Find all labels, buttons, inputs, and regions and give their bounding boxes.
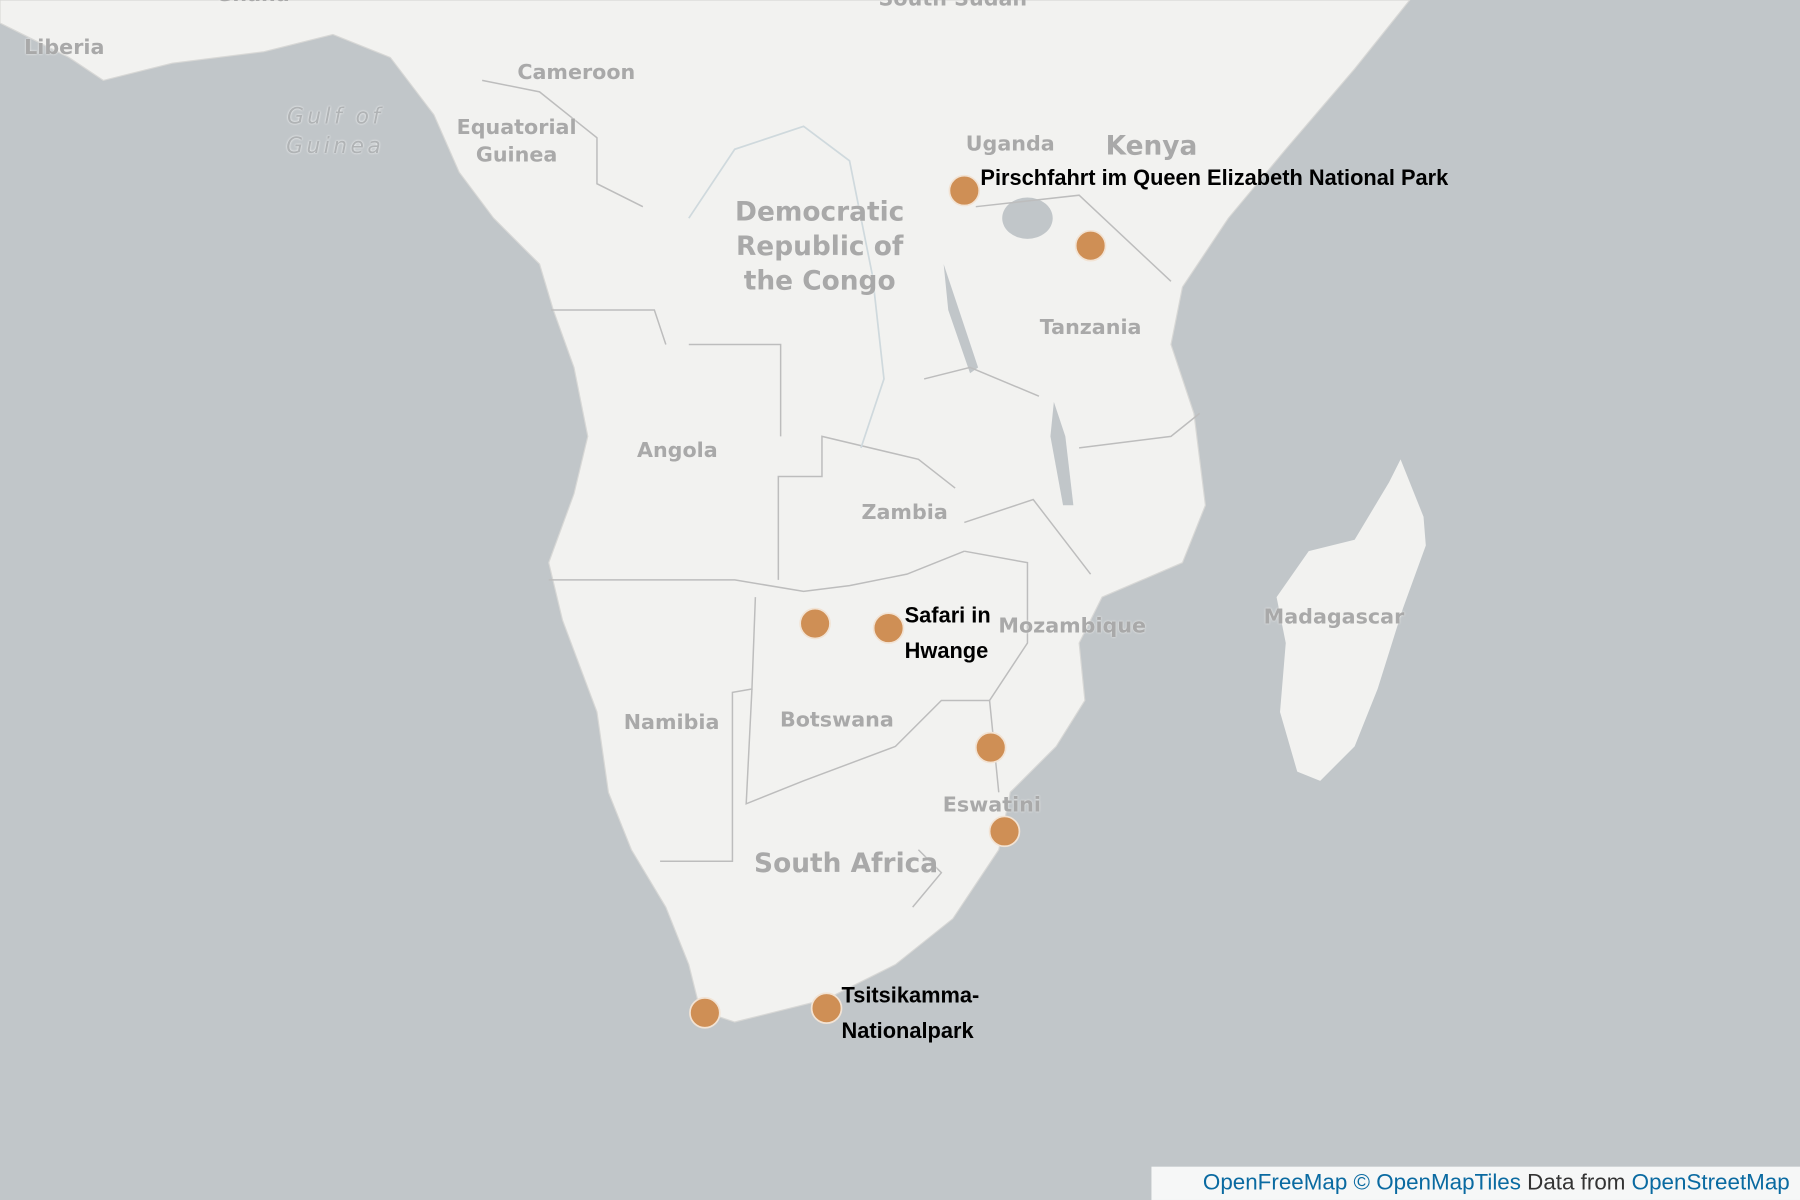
marker[interactable] xyxy=(810,992,843,1024)
place-label: Namibia xyxy=(623,710,720,735)
border xyxy=(548,550,965,593)
place-label: Uganda xyxy=(965,131,1055,156)
place-label: Cameroon xyxy=(517,60,636,85)
attribution-link[interactable]: OpenFreeMap xyxy=(1202,1170,1348,1196)
markers xyxy=(689,174,1107,1029)
border xyxy=(1079,412,1201,449)
land xyxy=(0,0,1411,1023)
river xyxy=(688,125,885,449)
border xyxy=(912,849,943,908)
border xyxy=(964,550,1029,793)
land-madagascar xyxy=(1276,459,1426,781)
place-label: South Sudan xyxy=(879,0,1028,14)
place-label: Eswatini xyxy=(942,793,1041,818)
border xyxy=(777,435,956,580)
border xyxy=(688,343,782,437)
place-label: Liberia xyxy=(24,35,105,60)
marker-label[interactable]: Pirschfahrt im Queen Elizabeth National … xyxy=(980,166,1449,191)
border xyxy=(745,688,990,805)
border xyxy=(551,309,667,345)
attribution-link[interactable]: OpenStreetMap xyxy=(1631,1170,1790,1196)
marker[interactable] xyxy=(689,997,721,1029)
marker[interactable] xyxy=(974,731,1007,764)
place-label: Kenya xyxy=(1105,131,1198,162)
borders xyxy=(482,79,1201,908)
place-label: Madagascar xyxy=(1263,604,1405,630)
place-label: Equatorial Guinea xyxy=(456,115,577,168)
border xyxy=(660,597,757,862)
place-label: Mozambique xyxy=(998,614,1147,639)
place-label: South Africa xyxy=(754,849,939,879)
lake xyxy=(1050,401,1074,506)
place-label: Democratic Republic of the Congo xyxy=(735,197,905,297)
marker[interactable] xyxy=(1074,229,1107,262)
marker-label[interactable]: Tsitsikamma-Nationalpark xyxy=(841,984,980,1044)
marker[interactable] xyxy=(988,815,1021,848)
place-label: Botswana xyxy=(779,708,894,733)
border xyxy=(975,194,1172,282)
marker[interactable] xyxy=(948,174,981,207)
border xyxy=(482,79,644,208)
lake xyxy=(943,264,979,374)
place-label: Tanzania xyxy=(1039,315,1142,340)
border xyxy=(923,366,1040,397)
place-label: Ghana xyxy=(215,0,289,9)
place-label: Gulf of Guinea xyxy=(286,103,385,159)
marker-label[interactable]: Safari in Hwange xyxy=(904,604,991,664)
attribution-link[interactable]: © OpenMapTiles xyxy=(1353,1170,1521,1196)
marker[interactable] xyxy=(872,612,905,644)
attribution-text: Data from xyxy=(1527,1170,1626,1196)
attribution: OpenFreeMap © OpenMapTiles Data from Ope… xyxy=(1151,1166,1800,1200)
border xyxy=(964,498,1092,575)
place-label: Zambia xyxy=(861,500,948,525)
marker[interactable] xyxy=(799,607,831,640)
lake xyxy=(1002,197,1053,239)
place-label: Angola xyxy=(636,438,718,463)
lakes xyxy=(943,197,1074,506)
